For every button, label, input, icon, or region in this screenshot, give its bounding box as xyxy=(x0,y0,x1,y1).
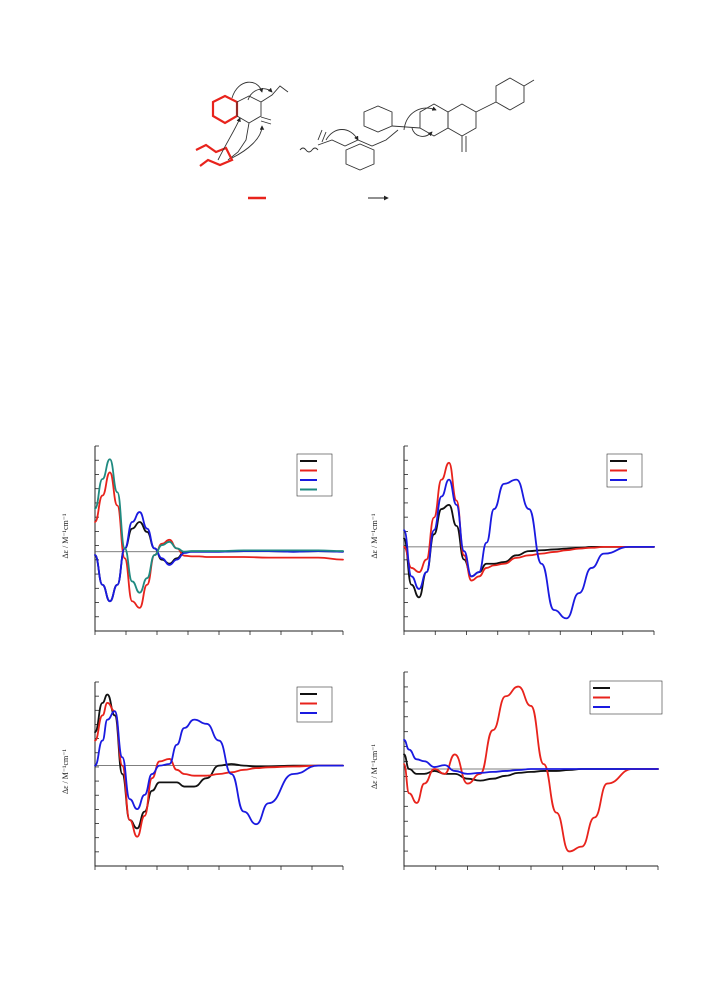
phenyl-ring xyxy=(495,77,525,111)
left-fragment-lower xyxy=(195,143,234,167)
series-line-red xyxy=(403,461,655,582)
cd-spectrum-panel-d: Δε / M⁻¹cm⁻¹ xyxy=(370,671,663,870)
left-fragment-ring xyxy=(236,95,262,124)
hmbc-arrow-5 xyxy=(325,129,359,141)
series-line-red xyxy=(94,702,344,838)
phenyl-substituent xyxy=(523,79,535,87)
double-bond-right-1 xyxy=(317,129,323,141)
cd-spectrum-panel-a: Δε / M⁻¹cm⁻¹ xyxy=(61,445,344,635)
phenyl-link xyxy=(475,101,497,113)
right-fragment-ring-b xyxy=(363,105,393,133)
wavy-bond xyxy=(299,147,319,153)
left-fragment-chain xyxy=(260,85,289,103)
series-line-black xyxy=(94,521,344,603)
hmbc-arrow-7 xyxy=(411,127,433,137)
hmbc-arrow-4 xyxy=(217,117,241,161)
cd-spectrum-panel-b: Δε / M⁻¹cm⁻¹ xyxy=(370,445,655,635)
carbonyl-bond-2 xyxy=(260,120,272,125)
series-line-blue xyxy=(403,739,659,775)
structure-scheme xyxy=(195,77,535,201)
series-line-teal xyxy=(94,458,344,594)
right-fragment-ring-a xyxy=(345,143,375,171)
chromone-ring-c xyxy=(447,103,477,137)
linker-bond xyxy=(391,125,421,129)
y-axis-label: Δε / M⁻¹cm⁻¹ xyxy=(61,513,70,558)
series-line-blue xyxy=(403,478,655,620)
hmbc-arrow-2 xyxy=(247,87,273,101)
carbonyl-bond xyxy=(260,116,272,121)
left-fragment-sidechain xyxy=(227,122,250,161)
right-fragment-chain xyxy=(317,129,399,147)
series-line-blue xyxy=(94,710,344,826)
double-bond-right-2 xyxy=(321,131,327,143)
hmbc-arrow-6 xyxy=(403,106,437,131)
hmbc-arrow-3 xyxy=(231,125,265,159)
y-axis-label: Δε / M⁻¹cm⁻¹ xyxy=(370,513,379,558)
y-axis-label: Δε / M⁻¹cm⁻¹ xyxy=(370,744,379,789)
y-axis-label: Δε / M⁻¹cm⁻¹ xyxy=(61,749,70,794)
cd-spectrum-panel-c: Δε / M⁻¹cm⁻¹ xyxy=(61,681,344,870)
series-line-red xyxy=(403,685,659,853)
highlighted-ring xyxy=(211,94,239,125)
